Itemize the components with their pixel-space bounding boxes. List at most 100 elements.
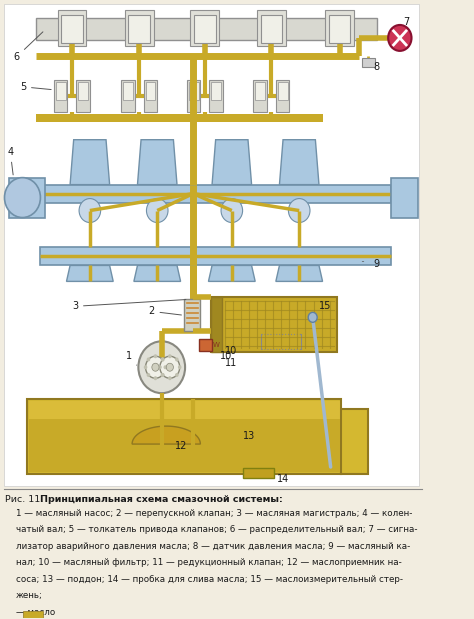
Bar [254,80,267,112]
Circle shape [160,357,180,378]
Bar [29,419,340,472]
Polygon shape [66,266,113,282]
Circle shape [221,199,243,223]
Polygon shape [341,409,368,474]
Circle shape [158,365,162,369]
Text: 2: 2 [148,306,182,316]
Text: 6: 6 [13,32,43,62]
Text: чатый вал; 5 — толкатель привода клапанов; 6 — распределительный вал; 7 — сигна-: чатый вал; 5 — толкатель привода клапано… [16,526,418,534]
Text: нал; 10 — масляный фильтр; 11 — редукционный клапан; 12 — маслоприемник на-: нал; 10 — масляный фильтр; 11 — редукцио… [16,558,402,568]
Bar [211,297,337,352]
Circle shape [308,313,317,322]
Bar [329,15,350,43]
Bar [146,82,155,100]
Text: соса; 13 — поддон; 14 — пробка для слива масла; 15 — маслоизмерительный стер-: соса; 13 — поддон; 14 — пробка для слива… [16,575,403,584]
Bar [187,80,201,112]
Circle shape [164,365,167,369]
Polygon shape [132,426,201,444]
Circle shape [144,365,147,369]
Text: лизатор аварийного давления масла; 8 — датчик давления масла; 9 — масляный ка-: лизатор аварийного давления масла; 8 — д… [16,542,410,551]
Bar [391,178,418,217]
Bar [4,4,419,486]
Bar [191,10,219,46]
Circle shape [146,357,165,378]
Bar [123,82,133,100]
Circle shape [161,373,164,377]
Bar [61,15,82,43]
Bar [27,399,341,474]
Text: 9: 9 [373,259,379,269]
Circle shape [138,341,185,393]
Text: 8: 8 [374,62,380,72]
Bar [40,184,391,202]
Bar [29,401,340,419]
Circle shape [168,354,172,358]
Bar [9,178,45,217]
Bar [36,18,377,40]
Bar [78,82,88,100]
Bar [257,10,286,46]
Bar [54,80,67,112]
Circle shape [178,365,182,369]
Bar [362,58,374,67]
Circle shape [161,357,164,361]
Circle shape [388,25,411,51]
Text: — масло: — масло [16,608,55,617]
Bar [125,10,154,46]
Circle shape [154,354,157,358]
Text: 15: 15 [319,301,331,311]
Text: жень;: жень; [16,591,43,600]
Circle shape [154,376,157,380]
Circle shape [146,357,150,361]
Bar [56,82,65,100]
Circle shape [168,376,172,380]
Bar [255,82,265,100]
Bar [128,15,150,43]
Polygon shape [276,266,323,282]
Bar [276,80,289,112]
Bar [194,15,216,43]
Text: 11: 11 [225,358,237,368]
Bar [189,82,199,100]
Polygon shape [280,140,319,184]
Text: Рис. 11.: Рис. 11. [5,495,46,504]
Text: 14: 14 [277,474,289,484]
Circle shape [175,357,179,361]
Circle shape [288,199,310,223]
Circle shape [152,363,159,371]
Bar [200,339,212,351]
Bar [278,82,288,100]
Text: 4: 4 [7,147,13,175]
Polygon shape [137,140,177,184]
Circle shape [166,363,173,371]
Circle shape [4,178,40,217]
Bar [210,80,223,112]
Text: 10: 10 [225,346,237,357]
Bar [325,10,354,46]
Bar [243,468,274,478]
Bar [36,114,323,122]
Circle shape [175,373,179,377]
Polygon shape [134,266,181,282]
Bar [261,15,282,43]
Text: 13: 13 [243,431,255,441]
Text: Принципиальная схема смазочной системы:: Принципиальная схема смазочной системы: [39,495,283,504]
Text: W: W [213,342,220,348]
Circle shape [79,199,100,223]
Bar [211,82,221,100]
Bar [23,611,43,619]
Bar [121,80,135,112]
Circle shape [161,373,164,377]
Polygon shape [212,140,252,184]
Text: 5: 5 [20,82,51,92]
Text: 12: 12 [175,441,188,451]
Bar [184,300,201,331]
Circle shape [146,373,150,377]
Text: 7: 7 [403,17,410,27]
Bar [57,10,86,46]
Circle shape [146,199,168,223]
Text: 3: 3 [72,300,186,311]
Bar [76,80,90,112]
Circle shape [161,357,164,361]
Text: 1 — масляный насос; 2 — перепускной клапан; 3 — масляная магистраль; 4 — колен-: 1 — масляный насос; 2 — перепускной клап… [16,509,412,518]
